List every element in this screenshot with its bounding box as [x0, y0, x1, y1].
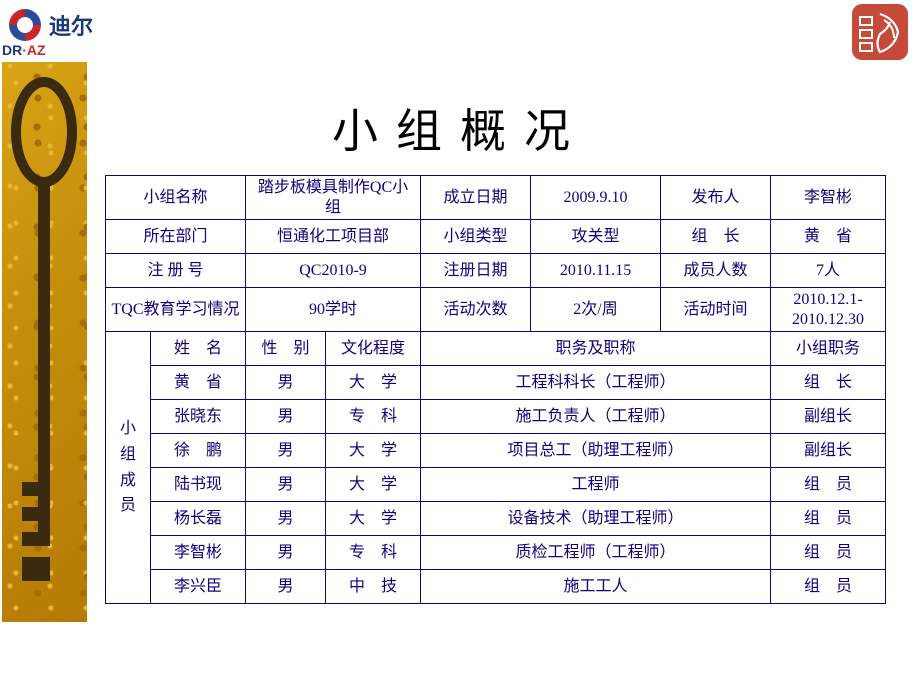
- member-row: 李兴臣 男 中 技 施工工人 组 员: [106, 570, 886, 604]
- m-edu: 大 学: [326, 366, 421, 400]
- m-name: 李智彬: [151, 536, 246, 570]
- member-row: 徐 鹏 男 大 学 项目总工（助理工程师） 副组长: [106, 434, 886, 468]
- member-row: 黄 省 男 大 学 工程科科长（工程师） 组 长: [106, 366, 886, 400]
- member-row: 张晓东 男 专 科 施工负责人（工程师） 副组长: [106, 400, 886, 434]
- label-count: 成员人数: [661, 254, 771, 288]
- m-gender: 男: [246, 434, 326, 468]
- info-row-3: 注 册 号 QC2010-9 注册日期 2010.11.15 成员人数 7人: [106, 254, 886, 288]
- value-count: 7人: [771, 254, 886, 288]
- seal-icon: [850, 2, 910, 62]
- value-dept: 恒通化工项目部: [246, 220, 421, 254]
- value-tqc: 90学时: [246, 288, 421, 332]
- value-regdate: 2010.11.15: [531, 254, 661, 288]
- col-name: 姓 名: [151, 332, 246, 366]
- m-role: 组 员: [771, 502, 886, 536]
- label-publisher: 发布人: [661, 176, 771, 220]
- m-name: 张晓东: [151, 400, 246, 434]
- value-period: 2010.12.1-2010.12.30: [771, 288, 886, 332]
- label-leader: 组 长: [661, 220, 771, 254]
- m-role: 组 长: [771, 366, 886, 400]
- label-regno: 注 册 号: [106, 254, 246, 288]
- brand-name: 迪尔: [49, 9, 93, 41]
- brand-subtext: DR·AZ: [2, 42, 46, 58]
- m-role: 组 员: [771, 468, 886, 502]
- m-role: 副组长: [771, 434, 886, 468]
- m-edu: 专 科: [326, 536, 421, 570]
- col-title: 职务及职称: [421, 332, 771, 366]
- col-edu: 文化程度: [326, 332, 421, 366]
- label-tqc: TQC教育学习情况: [106, 288, 246, 332]
- m-gender: 男: [246, 536, 326, 570]
- m-role: 组 员: [771, 570, 886, 604]
- brand-sub-left: DR: [2, 42, 22, 58]
- m-edu: 大 学: [326, 502, 421, 536]
- m-title: 设备技术（助理工程师）: [421, 502, 771, 536]
- m-name: 黄 省: [151, 366, 246, 400]
- label-regdate: 注册日期: [421, 254, 531, 288]
- m-name: 杨长磊: [151, 502, 246, 536]
- m-gender: 男: [246, 502, 326, 536]
- info-row-4: TQC教育学习情况 90学时 活动次数 2次/周 活动时间 2010.12.1-…: [106, 288, 886, 332]
- m-name: 徐 鹏: [151, 434, 246, 468]
- label-group-name: 小组名称: [106, 176, 246, 220]
- label-times: 活动次数: [421, 288, 531, 332]
- m-gender: 男: [246, 570, 326, 604]
- label-founded: 成立日期: [421, 176, 531, 220]
- m-role: 组 员: [771, 536, 886, 570]
- info-row-2: 所在部门 恒通化工项目部 小组类型 攻关型 组 长 黄 省: [106, 220, 886, 254]
- value-publisher: 李智彬: [771, 176, 886, 220]
- value-leader: 黄 省: [771, 220, 886, 254]
- m-gender: 男: [246, 366, 326, 400]
- m-name: 陆书现: [151, 468, 246, 502]
- m-role: 副组长: [771, 400, 886, 434]
- m-name: 李兴臣: [151, 570, 246, 604]
- m-gender: 男: [246, 468, 326, 502]
- m-edu: 中 技: [326, 570, 421, 604]
- value-times: 2次/周: [531, 288, 661, 332]
- page-title: 小组概况: [0, 95, 920, 161]
- members-header-row: 小组成员 姓 名 性 别 文化程度 职务及职称 小组职务: [106, 332, 886, 366]
- m-title: 施工工人: [421, 570, 771, 604]
- info-row-1: 小组名称 踏步板模具制作QC小组 成立日期 2009.9.10 发布人 李智彬: [106, 176, 886, 220]
- member-row: 陆书现 男 大 学 工程师 组 员: [106, 468, 886, 502]
- overview-table: 小组名称 踏步板模具制作QC小组 成立日期 2009.9.10 发布人 李智彬 …: [105, 175, 885, 604]
- member-row: 李智彬 男 专 科 质检工程师（工程师） 组 员: [106, 536, 886, 570]
- m-title: 项目总工（助理工程师）: [421, 434, 771, 468]
- m-gender: 男: [246, 400, 326, 434]
- m-edu: 专 科: [326, 400, 421, 434]
- members-label: 小组成员: [106, 332, 151, 604]
- label-type: 小组类型: [421, 220, 531, 254]
- m-edu: 大 学: [326, 434, 421, 468]
- m-edu: 大 学: [326, 468, 421, 502]
- m-title: 工程科科长（工程师）: [421, 366, 771, 400]
- col-gender: 性 别: [246, 332, 326, 366]
- label-period: 活动时间: [661, 288, 771, 332]
- col-role: 小组职务: [771, 332, 886, 366]
- m-title: 工程师: [421, 468, 771, 502]
- brand-mark-icon: [5, 5, 45, 45]
- label-dept: 所在部门: [106, 220, 246, 254]
- member-row: 杨长磊 男 大 学 设备技术（助理工程师） 组 员: [106, 502, 886, 536]
- value-founded: 2009.9.10: [531, 176, 661, 220]
- brand-sub-mid: AZ: [27, 42, 46, 58]
- m-title: 质检工程师（工程师）: [421, 536, 771, 570]
- value-type: 攻关型: [531, 220, 661, 254]
- m-title: 施工负责人（工程师）: [421, 400, 771, 434]
- value-group-name: 踏步板模具制作QC小组: [246, 176, 421, 220]
- brand-logo: 迪尔: [5, 5, 93, 45]
- value-regno: QC2010-9: [246, 254, 421, 288]
